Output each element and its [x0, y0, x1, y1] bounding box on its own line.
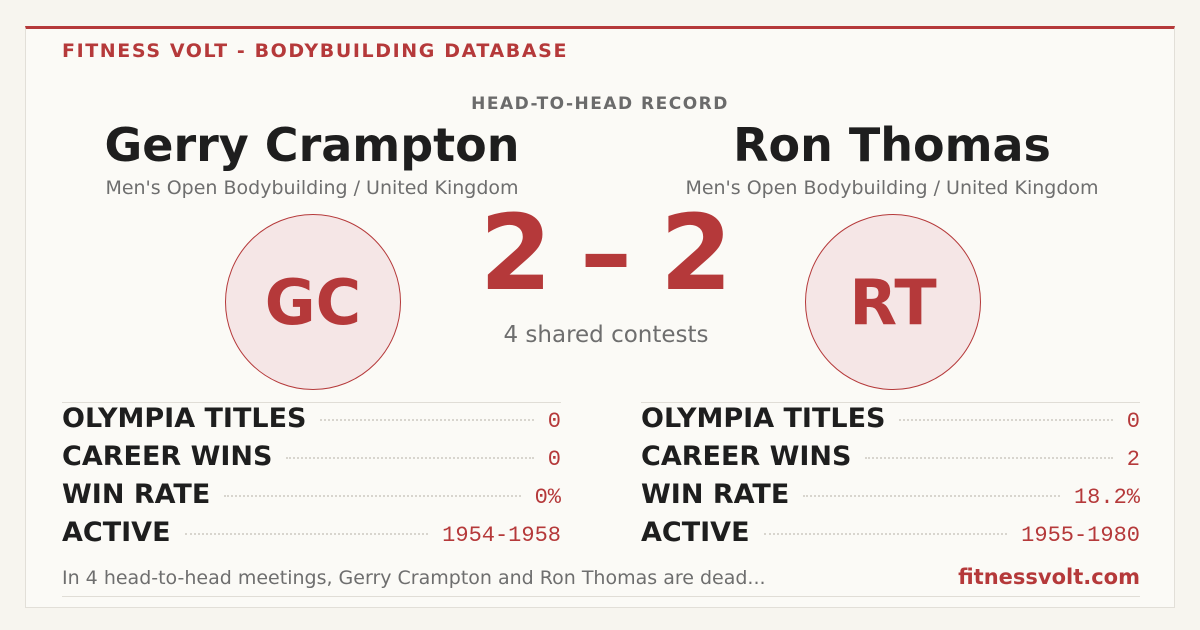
stat-value: 1955-1980: [1021, 523, 1140, 548]
left-subtitle: Men's Open Bodybuilding / United Kingdom: [105, 177, 519, 199]
right-initials: RT: [849, 265, 937, 339]
card: [25, 26, 1175, 608]
stat-row: ACTIVE 1955-1980: [641, 517, 1140, 555]
stat-value: 1954-1958: [442, 523, 561, 548]
footer-text: In 4 head-to-head meetings, Gerry Crampt…: [62, 567, 766, 589]
leader: [184, 533, 429, 535]
stat-value: 0: [547, 409, 561, 434]
left-score: 2: [479, 192, 552, 314]
score-separator: –: [580, 192, 632, 314]
stat-value: 2: [1126, 447, 1140, 472]
stat-row: CAREER WINS 2: [641, 441, 1140, 479]
leader: [763, 533, 1008, 535]
section-title: HEAD-TO-HEAD RECORD: [471, 94, 729, 114]
site-link[interactable]: fitnessvolt.com: [958, 565, 1140, 589]
leader: [286, 457, 534, 459]
brand: FITNESS VOLT - BODYBUILDING DATABASE: [62, 40, 569, 62]
left-stats: OLYMPIA TITLES 0 CAREER WINS 0 WIN RATE 0% ACT…: [62, 402, 561, 555]
right-name: Ron Thomas: [733, 118, 1051, 172]
stat-row: CAREER WINS 0: [62, 441, 561, 479]
stat-label: OLYMPIA TITLES: [641, 403, 886, 434]
divider: [62, 596, 1140, 597]
right-score: 2: [660, 192, 733, 314]
left-avatar: GC: [225, 214, 401, 390]
stat-label: CAREER WINS: [641, 441, 852, 472]
stat-label: WIN RATE: [641, 479, 790, 510]
score-caption: 4 shared contests: [503, 322, 709, 348]
stat-row: ACTIVE 1954-1958: [62, 517, 561, 555]
leader: [224, 495, 521, 497]
stat-row: WIN RATE 18.2%: [641, 479, 1140, 517]
stat-row: OLYMPIA TITLES 0: [62, 403, 561, 441]
score: 2–2: [300, 196, 912, 310]
left-name: Gerry Crampton: [104, 118, 520, 172]
stat-value: 0: [547, 447, 561, 472]
stat-label: OLYMPIA TITLES: [62, 403, 307, 434]
stat-label: ACTIVE: [641, 517, 750, 548]
stat-value: 18.2%: [1073, 485, 1140, 510]
stat-label: ACTIVE: [62, 517, 171, 548]
stat-value: 0: [1126, 409, 1140, 434]
stat-row: WIN RATE 0%: [62, 479, 561, 517]
leader: [803, 495, 1060, 497]
leader: [320, 419, 534, 421]
left-initials: GC: [264, 265, 362, 339]
stat-value: 0%: [534, 485, 561, 510]
leader: [865, 457, 1113, 459]
right-subtitle: Men's Open Bodybuilding / United Kingdom: [685, 177, 1099, 199]
stat-label: CAREER WINS: [62, 441, 273, 472]
right-stats: OLYMPIA TITLES 0 CAREER WINS 2 WIN RATE 18.2%…: [641, 402, 1140, 555]
stat-row: OLYMPIA TITLES 0: [641, 403, 1140, 441]
leader: [899, 419, 1113, 421]
right-avatar: RT: [805, 214, 981, 390]
stat-label: WIN RATE: [62, 479, 211, 510]
